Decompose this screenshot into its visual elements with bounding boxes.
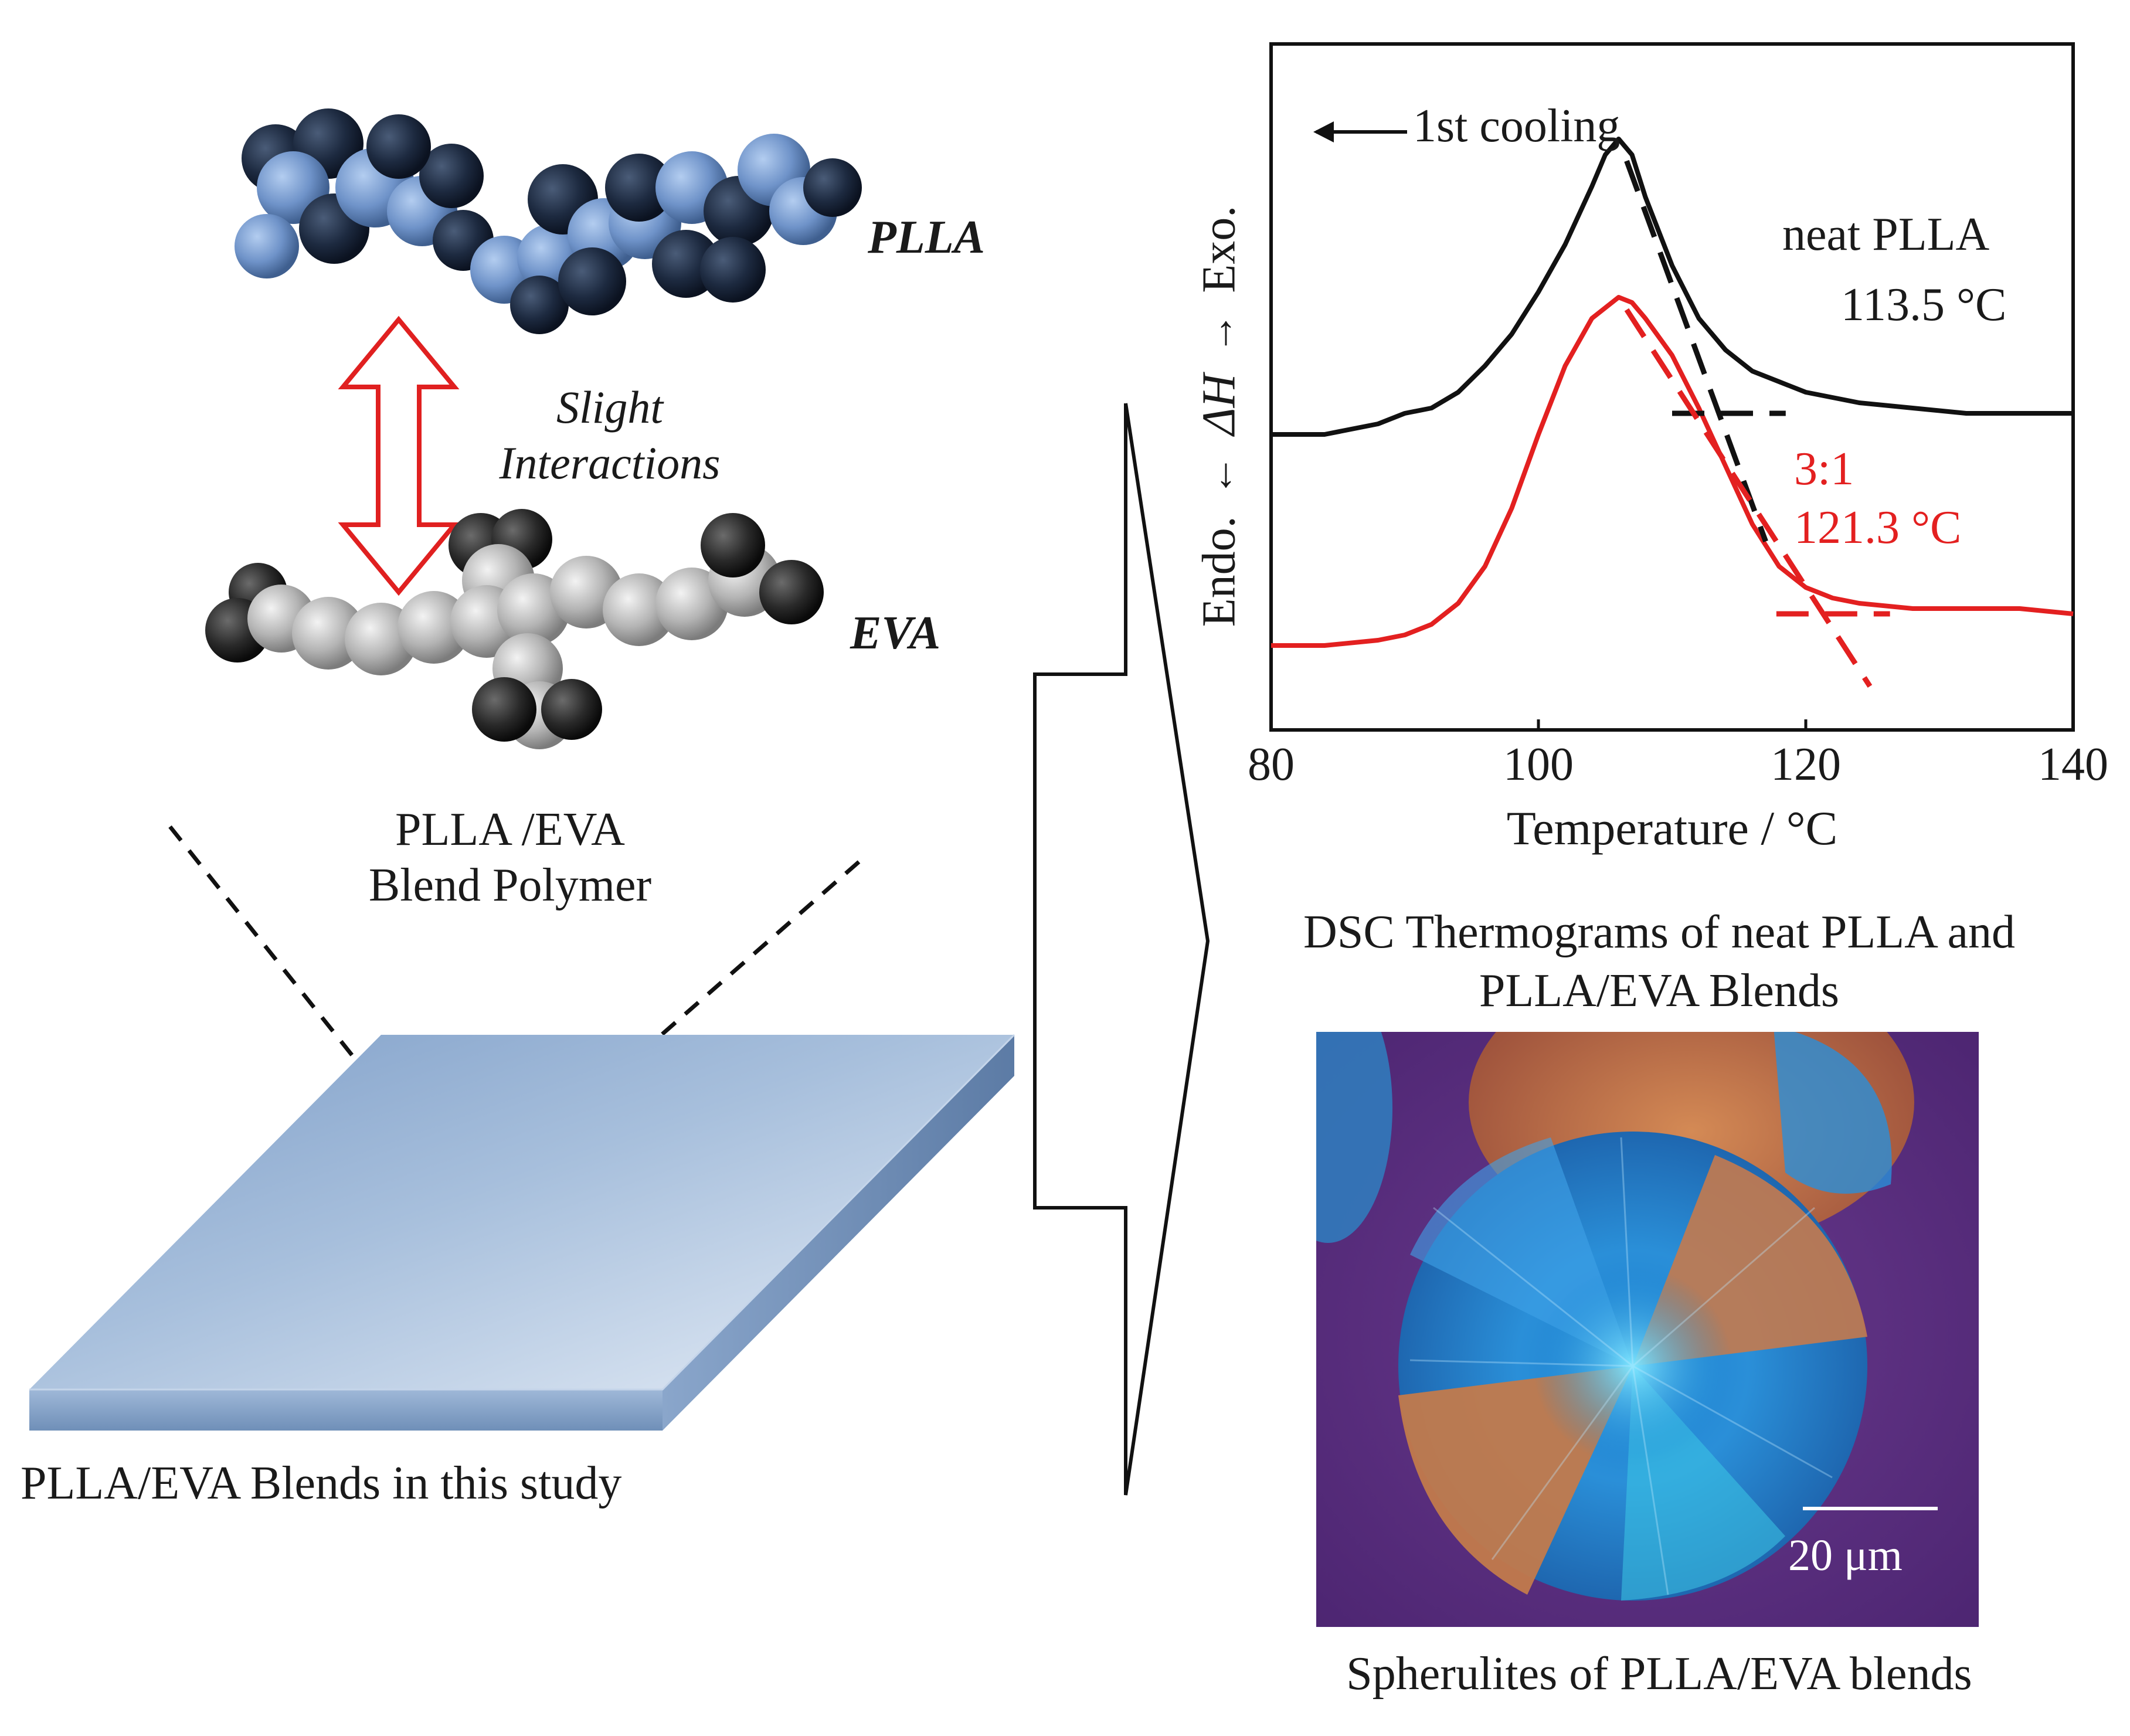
series-line-neat-plla: [1271, 137, 2073, 437]
interaction-label-line2: Interactions: [499, 437, 721, 488]
series-line-3-1: [1271, 295, 2074, 648]
micrograph-image: [1316, 1032, 1979, 1627]
cooling-annotation: 1st cooling: [1413, 100, 1621, 152]
blend-label-line2: Blend Polymer: [368, 859, 652, 911]
y-label-endo: Endo.: [1193, 516, 1245, 627]
blend-label-line1: PLLA /EVA: [395, 804, 625, 855]
y-label-dh: ΔH: [1193, 373, 1245, 436]
scale-bar-label: 20 μm: [1788, 1531, 1903, 1580]
blend-onset-label: 121.3 °C: [1794, 502, 1962, 553]
chevron-divider: [1033, 403, 1210, 1496]
micrograph-caption: Spherulites of PLLA/EVA blends: [1346, 1648, 1972, 1700]
up-arrow-icon: →: [1197, 312, 1242, 354]
eva-label: EVA: [850, 607, 941, 659]
onset-tangent-line: [1624, 308, 1873, 688]
neat-onset-label: 113.5 °C: [1841, 279, 2007, 331]
onset-layer: [1624, 159, 1890, 688]
down-arrow-icon: ←: [1197, 455, 1242, 497]
cooling-arrow: [1313, 121, 1407, 142]
plot-frame: [1269, 42, 2075, 732]
blend-film-slab: [29, 1034, 1015, 1431]
onset-tangent-line: [1624, 159, 1768, 542]
film-caption: PLLA/EVA Blends in this study: [21, 1458, 622, 1509]
interaction-double-arrow: [338, 315, 460, 596]
plla-label: PLLA: [868, 212, 985, 263]
x-tick-label: 80: [1248, 739, 1295, 790]
left-schematic-svg: [29, 108, 1015, 1431]
x-tick-label: 140: [2038, 739, 2108, 790]
x-tick-label: 120: [1771, 739, 1841, 790]
y-label-exo: Exo.: [1193, 205, 1245, 293]
dsc-caption-line1: DSC Thermograms of neat PLLA and: [1303, 906, 2015, 958]
series-layer: [1271, 137, 2074, 648]
spherulite-micrograph: [1316, 1032, 1979, 1627]
dsc-chart: 80 100 120 140 Temperature / °C: [1248, 42, 2108, 855]
x-axis-label: Temperature / °C: [1507, 801, 1837, 855]
y-axis-label-group: Endo. ← ΔH → Exo.: [1161, 152, 1278, 680]
x-tick-label: 100: [1503, 739, 1574, 790]
eva-molecule: [205, 509, 824, 749]
interaction-label-line1: Slight: [556, 382, 663, 433]
neat-series-label: neat PLLA: [1782, 209, 1990, 260]
x-ticks: 80 100 120 140: [1248, 719, 2108, 790]
dsc-caption-line2: PLLA/EVA Blends: [1479, 965, 1840, 1017]
plla-molecule: [235, 108, 862, 334]
blend-series-label: 3:1: [1794, 443, 1854, 495]
